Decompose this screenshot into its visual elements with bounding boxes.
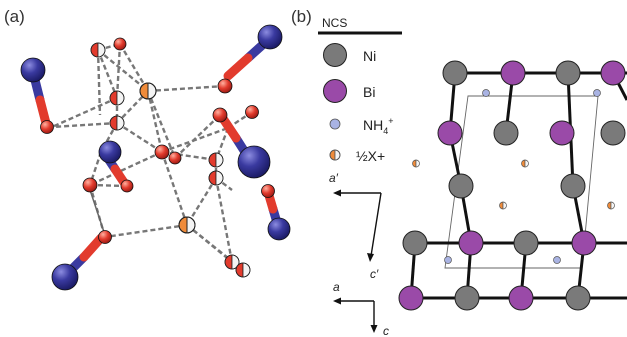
panel-b: (b) NCS Ni Bi NH4+ ½X+ a′ c′ xyxy=(291,7,627,337)
legend-bi-label: Bi xyxy=(363,84,375,100)
nh4-sites xyxy=(444,89,601,264)
legend-bi-swatch xyxy=(323,79,347,103)
legend: NCS Ni Bi NH4+ ½X+ xyxy=(318,16,402,164)
ncs-blue-atoms xyxy=(20,24,291,291)
legend-cation-label: ½X+ xyxy=(356,148,385,164)
panel-a-label: (a) xyxy=(4,7,25,26)
axis-c-label: c xyxy=(383,324,389,337)
ni-atoms xyxy=(402,60,626,311)
panel-b-label: (b) xyxy=(291,7,312,26)
bi-atoms xyxy=(398,60,626,311)
axis-a-prime-label: a′ xyxy=(329,171,339,185)
thin-bond xyxy=(89,189,105,233)
ncs-bridges xyxy=(409,71,627,300)
cation-sites xyxy=(139,82,196,234)
axis-c-prime-label: c′ xyxy=(370,267,379,281)
legend-nh4-swatch xyxy=(329,118,341,130)
legend-ni-label: Ni xyxy=(363,48,376,64)
panel-a: (a) xyxy=(4,7,291,291)
axis-a-label: a xyxy=(333,280,340,294)
axes-top xyxy=(333,189,382,262)
legend-nh4-label: NH4+ xyxy=(363,116,394,136)
half-occupied-atoms xyxy=(90,42,251,278)
legend-ni-swatch xyxy=(323,43,347,67)
legend-header: NCS xyxy=(322,16,347,30)
legend-cation-swatch xyxy=(329,149,341,161)
axes-bottom xyxy=(333,297,378,333)
cation-lattice-sites xyxy=(412,159,615,210)
red-atoms xyxy=(40,37,275,244)
